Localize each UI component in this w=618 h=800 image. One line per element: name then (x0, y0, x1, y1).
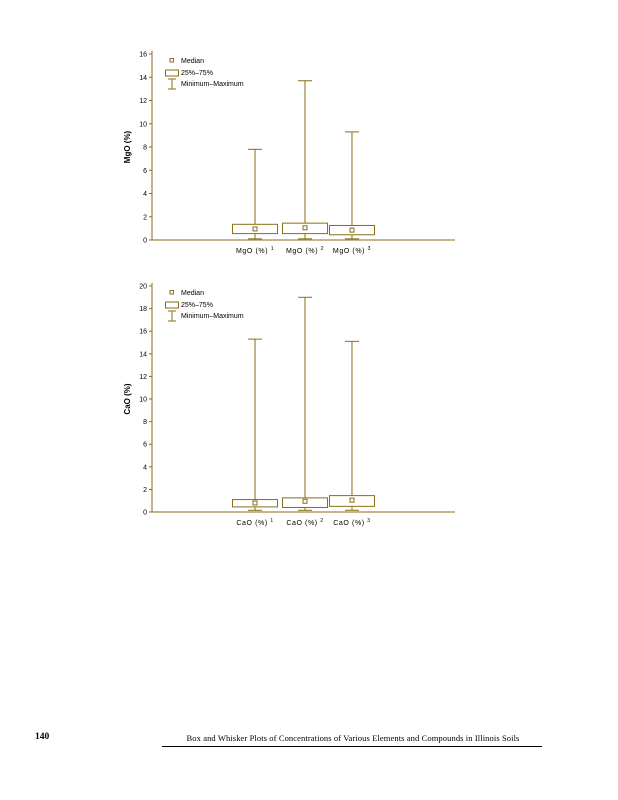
category-label: CaO (%) 3 (333, 518, 370, 527)
y-tick-label: 0 (143, 510, 147, 517)
y-tick-label: 12 (139, 98, 147, 105)
category-label: MgO (%) 1 (236, 246, 274, 255)
y-tick-label: 4 (143, 464, 147, 471)
y-axis-title: MgO (%) (123, 130, 132, 163)
category-label: CaO (%) 2 (286, 518, 323, 527)
legend-box-marker (165, 69, 179, 77)
median-marker (349, 227, 355, 233)
y-tick-label: 0 (143, 238, 147, 245)
y-tick-label: 20 (139, 284, 147, 291)
legend-label-whisker: Minimum–Maximum (181, 313, 244, 320)
median-marker (302, 498, 308, 504)
median-marker (252, 500, 258, 506)
y-tick-label: 14 (139, 75, 147, 82)
legend-label-median: Median (181, 290, 204, 297)
footer-rule (162, 746, 542, 747)
y-tick-label: 14 (139, 351, 147, 358)
y-tick-label: 2 (143, 214, 147, 221)
legend-median-marker (169, 290, 174, 295)
y-tick-label: 16 (139, 52, 147, 59)
y-tick-label: 8 (143, 145, 147, 152)
y-tick-label: 2 (143, 487, 147, 494)
category-label: MgO (%) 3 (333, 246, 371, 255)
median-marker (349, 497, 355, 503)
mgo-box-plot: 0 2 4 6 8 10 12 14 16 MgO (%) Median 25%–75% Minimum… (123, 51, 455, 255)
y-tick-label: 18 (139, 306, 147, 313)
y-axis-title: CaO (%) (123, 383, 132, 414)
y-tick-label: 16 (139, 329, 147, 336)
median-marker (302, 225, 308, 231)
legend-label-box: 25%–75% (181, 302, 213, 309)
legend-label-whisker: Minimum–Maximum (181, 81, 244, 88)
y-tick-label: 4 (143, 191, 147, 198)
category-label: CaO (%) 1 (236, 518, 273, 527)
legend-median-marker (169, 58, 174, 63)
y-tick-label: 10 (139, 397, 147, 404)
y-tick-label: 12 (139, 374, 147, 381)
legend-label-median: Median (181, 58, 204, 65)
median-marker (252, 226, 258, 232)
page-number: 140 (35, 732, 50, 742)
y-tick-label: 6 (143, 442, 147, 449)
y-tick-label: 10 (139, 121, 147, 128)
y-tick-label: 8 (143, 419, 147, 426)
legend-label-box: 25%–75% (181, 70, 213, 77)
category-label: MgO (%) 2 (286, 246, 324, 255)
y-tick-label: 6 (143, 168, 147, 175)
legend-box-marker (165, 301, 179, 309)
cao-box-plot: 0 2 4 6 8 10 12 14 16 18 20 CaO (%) Median 25%–75% Min… (123, 283, 455, 527)
footer-title: Box and Whisker Plots of Concentrations … (186, 733, 520, 743)
